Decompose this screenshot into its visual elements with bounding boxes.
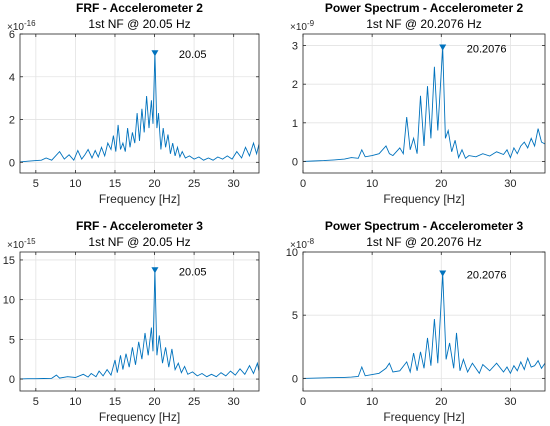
y-tick-label: 0 [9, 157, 15, 169]
x-tick-label: 15 [109, 396, 121, 408]
x-tick-label: 30 [228, 178, 240, 190]
chart-title: FRF - Accelerometer 2 [76, 1, 203, 15]
y-tick-label: 3 [292, 41, 298, 53]
x-tick-label: 10 [366, 178, 378, 190]
series-line [20, 53, 259, 163]
y-exponent-power: -16 [24, 19, 36, 28]
series-line [303, 273, 545, 379]
x-tick-label: 20 [435, 178, 447, 190]
y-tick-label: 4 [9, 72, 15, 84]
x-axis-label: Frequency [Hz] [99, 192, 180, 206]
y-exponent-label: ×10-16 [7, 19, 36, 33]
series-line [303, 47, 545, 162]
y-tick-label: 6 [9, 29, 15, 41]
y-tick-label: 1 [292, 118, 298, 130]
x-tick-label: 10 [69, 178, 81, 190]
y-tick-label: 2 [9, 115, 15, 127]
x-tick-label: 20 [435, 396, 447, 408]
axes-box [302, 251, 546, 392]
peak-marker [439, 270, 447, 277]
chart-title: FRF - Accelerometer 3 [76, 219, 203, 233]
y-tick-label: 5 [292, 310, 298, 322]
peak-marker [151, 50, 159, 57]
chart-subtitle: 1st NF @ 20.2076 Hz [366, 17, 482, 31]
peak-marker [151, 267, 159, 274]
peak-label: 20.05 [179, 49, 207, 61]
x-tick-label: 20 [148, 178, 160, 190]
peak-label: 20.2076 [467, 269, 507, 281]
axes-box [19, 251, 260, 392]
plot-area [20, 34, 259, 173]
chart-panel-2: 0 10 20 30 0 1 2 3 ×10-9 Power Spectrum - Acceler… [290, 1, 546, 206]
peak-marker [439, 44, 447, 51]
x-tick-label: 30 [228, 396, 240, 408]
x-tick-label: 10 [69, 396, 81, 408]
axes-box [19, 33, 260, 174]
peak-label: 20.05 [179, 266, 207, 278]
x-axis-label: Frequency [Hz] [383, 410, 464, 424]
y-tick-label: 10 [286, 247, 298, 259]
y-exponent-label: ×10-8 [290, 237, 315, 251]
chart-subtitle: 1st NF @ 20.05 Hz [88, 235, 190, 249]
chart-title: Power Spectrum - Accelerometer 2 [325, 1, 524, 15]
peak-label: 20.2076 [467, 44, 507, 56]
plot-area [303, 34, 545, 173]
chart-panel-1: 5 10 15 20 25 30 0 2 4 6×10-16 FRF - Accelerometer… [7, 1, 260, 206]
x-tick-label: 5 [33, 396, 39, 408]
series-line [20, 270, 259, 380]
y-exponent-label: ×10-9 [290, 19, 315, 33]
y-tick-label: 0 [292, 156, 298, 168]
y-tick-label: 10 [3, 295, 15, 307]
y-tick-label: 0 [292, 373, 298, 385]
x-tick-label: 15 [109, 178, 121, 190]
y-tick-label: 5 [9, 334, 15, 346]
x-tick-label: 20 [148, 396, 160, 408]
y-exponent-power: -15 [24, 237, 36, 246]
x-axis-label: Frequency [Hz] [383, 192, 464, 206]
y-tick-label: 2 [292, 79, 298, 91]
y-tick-label: 0 [9, 374, 15, 386]
x-tick-label: 0 [300, 178, 306, 190]
x-axis-label: Frequency [Hz] [99, 410, 180, 424]
x-tick-label: 10 [366, 396, 378, 408]
plot-area [20, 252, 259, 391]
y-exponent-power: -8 [307, 237, 315, 246]
y-exponent-label: ×10-15 [7, 237, 36, 251]
y-exponent-power: -9 [307, 19, 315, 28]
x-tick-label: 25 [188, 178, 200, 190]
axes-box [302, 33, 546, 174]
x-tick-label: 25 [188, 396, 200, 408]
x-tick-label: 0 [300, 396, 306, 408]
chart-title: Power Spectrum - Accelerometer 3 [325, 219, 524, 233]
chart-subtitle: 1st NF @ 20.05 Hz [88, 17, 190, 31]
y-tick-label: 15 [3, 255, 15, 267]
x-tick-label: 30 [504, 396, 516, 408]
chart-panel-3: 5 10 15 20 25 30 0 5 10 15 ×10-15 FRF - Acceleromet… [3, 219, 260, 424]
x-tick-label: 30 [504, 178, 516, 190]
chart-subtitle: 1st NF @ 20.2076 Hz [366, 235, 482, 249]
x-tick-label: 5 [33, 178, 39, 190]
